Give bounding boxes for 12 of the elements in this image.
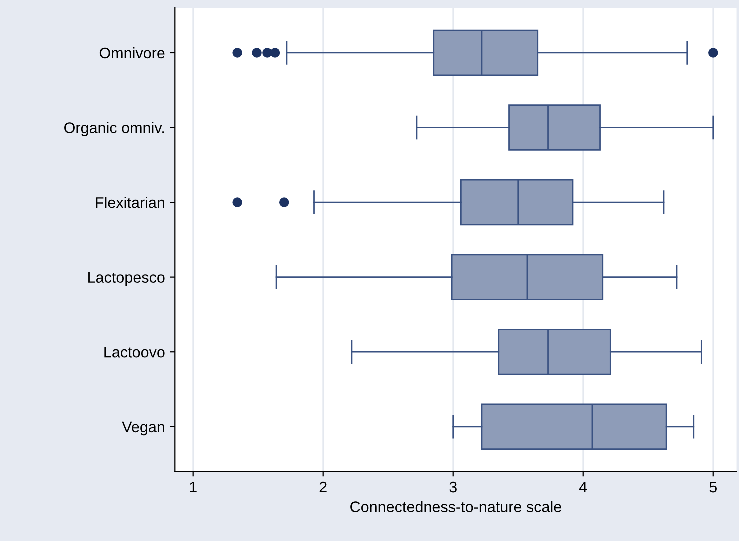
y-tick-label: Lactopesco	[88, 272, 165, 286]
x-tick-label: 2	[320, 482, 327, 493]
x-axis-title: Connectedness-to-nature scale	[350, 501, 562, 512]
y-tick-label: Vegan	[122, 422, 164, 436]
y-tick-label: Omnivore	[100, 47, 165, 59]
x-tick-label: 5	[710, 482, 717, 493]
x-tick-label: 3	[450, 482, 457, 493]
y-tick-label: Lactoovo	[104, 347, 165, 358]
y-tick-label: Flexitarian	[96, 197, 164, 208]
x-tick-label: 1	[190, 482, 197, 493]
x-tick-label: 4	[579, 482, 588, 493]
y-tick-label: Organic omniv.	[64, 122, 164, 136]
